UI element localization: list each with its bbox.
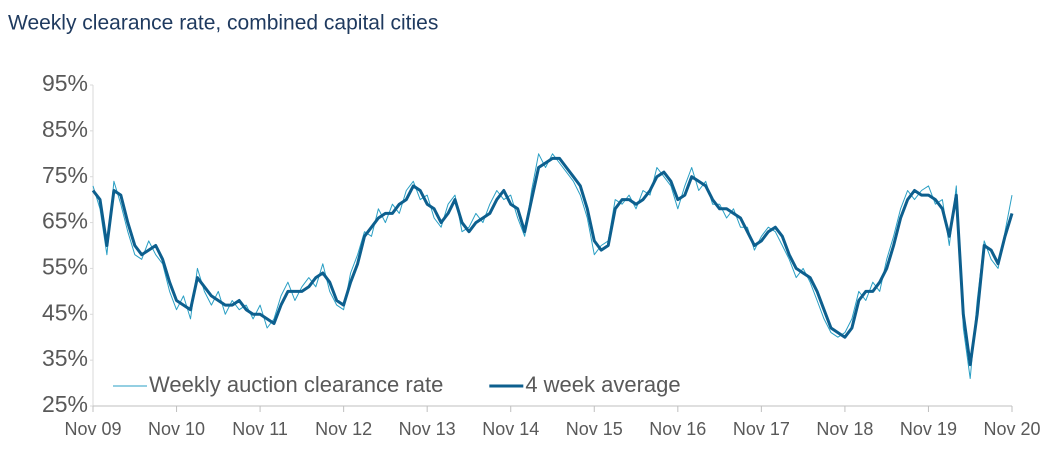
y-tick-label: 45% xyxy=(42,299,88,325)
x-tick-label: Nov 10 xyxy=(148,419,205,439)
y-tick-label: 65% xyxy=(42,208,88,234)
y-tick-label: 75% xyxy=(42,162,88,188)
x-tick-label: Nov 14 xyxy=(482,419,539,439)
x-tick-label: Nov 18 xyxy=(816,419,873,439)
series-line xyxy=(91,156,1014,367)
x-tick-label: Nov 12 xyxy=(315,419,372,439)
legend-label: 4 week average xyxy=(525,372,680,397)
y-tick-label: 55% xyxy=(42,254,88,280)
y-tick-label: 35% xyxy=(42,345,88,371)
x-tick-label: Nov 16 xyxy=(649,419,706,439)
x-tick-label: Nov 11 xyxy=(232,419,288,439)
x-tick-label: Nov 15 xyxy=(566,419,623,439)
y-tick-label: 85% xyxy=(42,116,88,142)
x-tick-label: Nov 17 xyxy=(733,419,790,439)
x-tick-label: Nov 20 xyxy=(983,419,1040,439)
x-tick-label: Nov 19 xyxy=(900,419,957,439)
legend-label: Weekly auction clearance rate xyxy=(149,372,443,397)
series-line xyxy=(92,153,1013,379)
x-tick-label: Nov 09 xyxy=(64,419,121,439)
chart-title: Weekly clearance rate, combined capital … xyxy=(8,12,438,35)
y-tick-label: 95% xyxy=(42,70,88,96)
y-tick-label: 25% xyxy=(42,391,88,417)
x-tick-label: Nov 13 xyxy=(399,419,456,439)
